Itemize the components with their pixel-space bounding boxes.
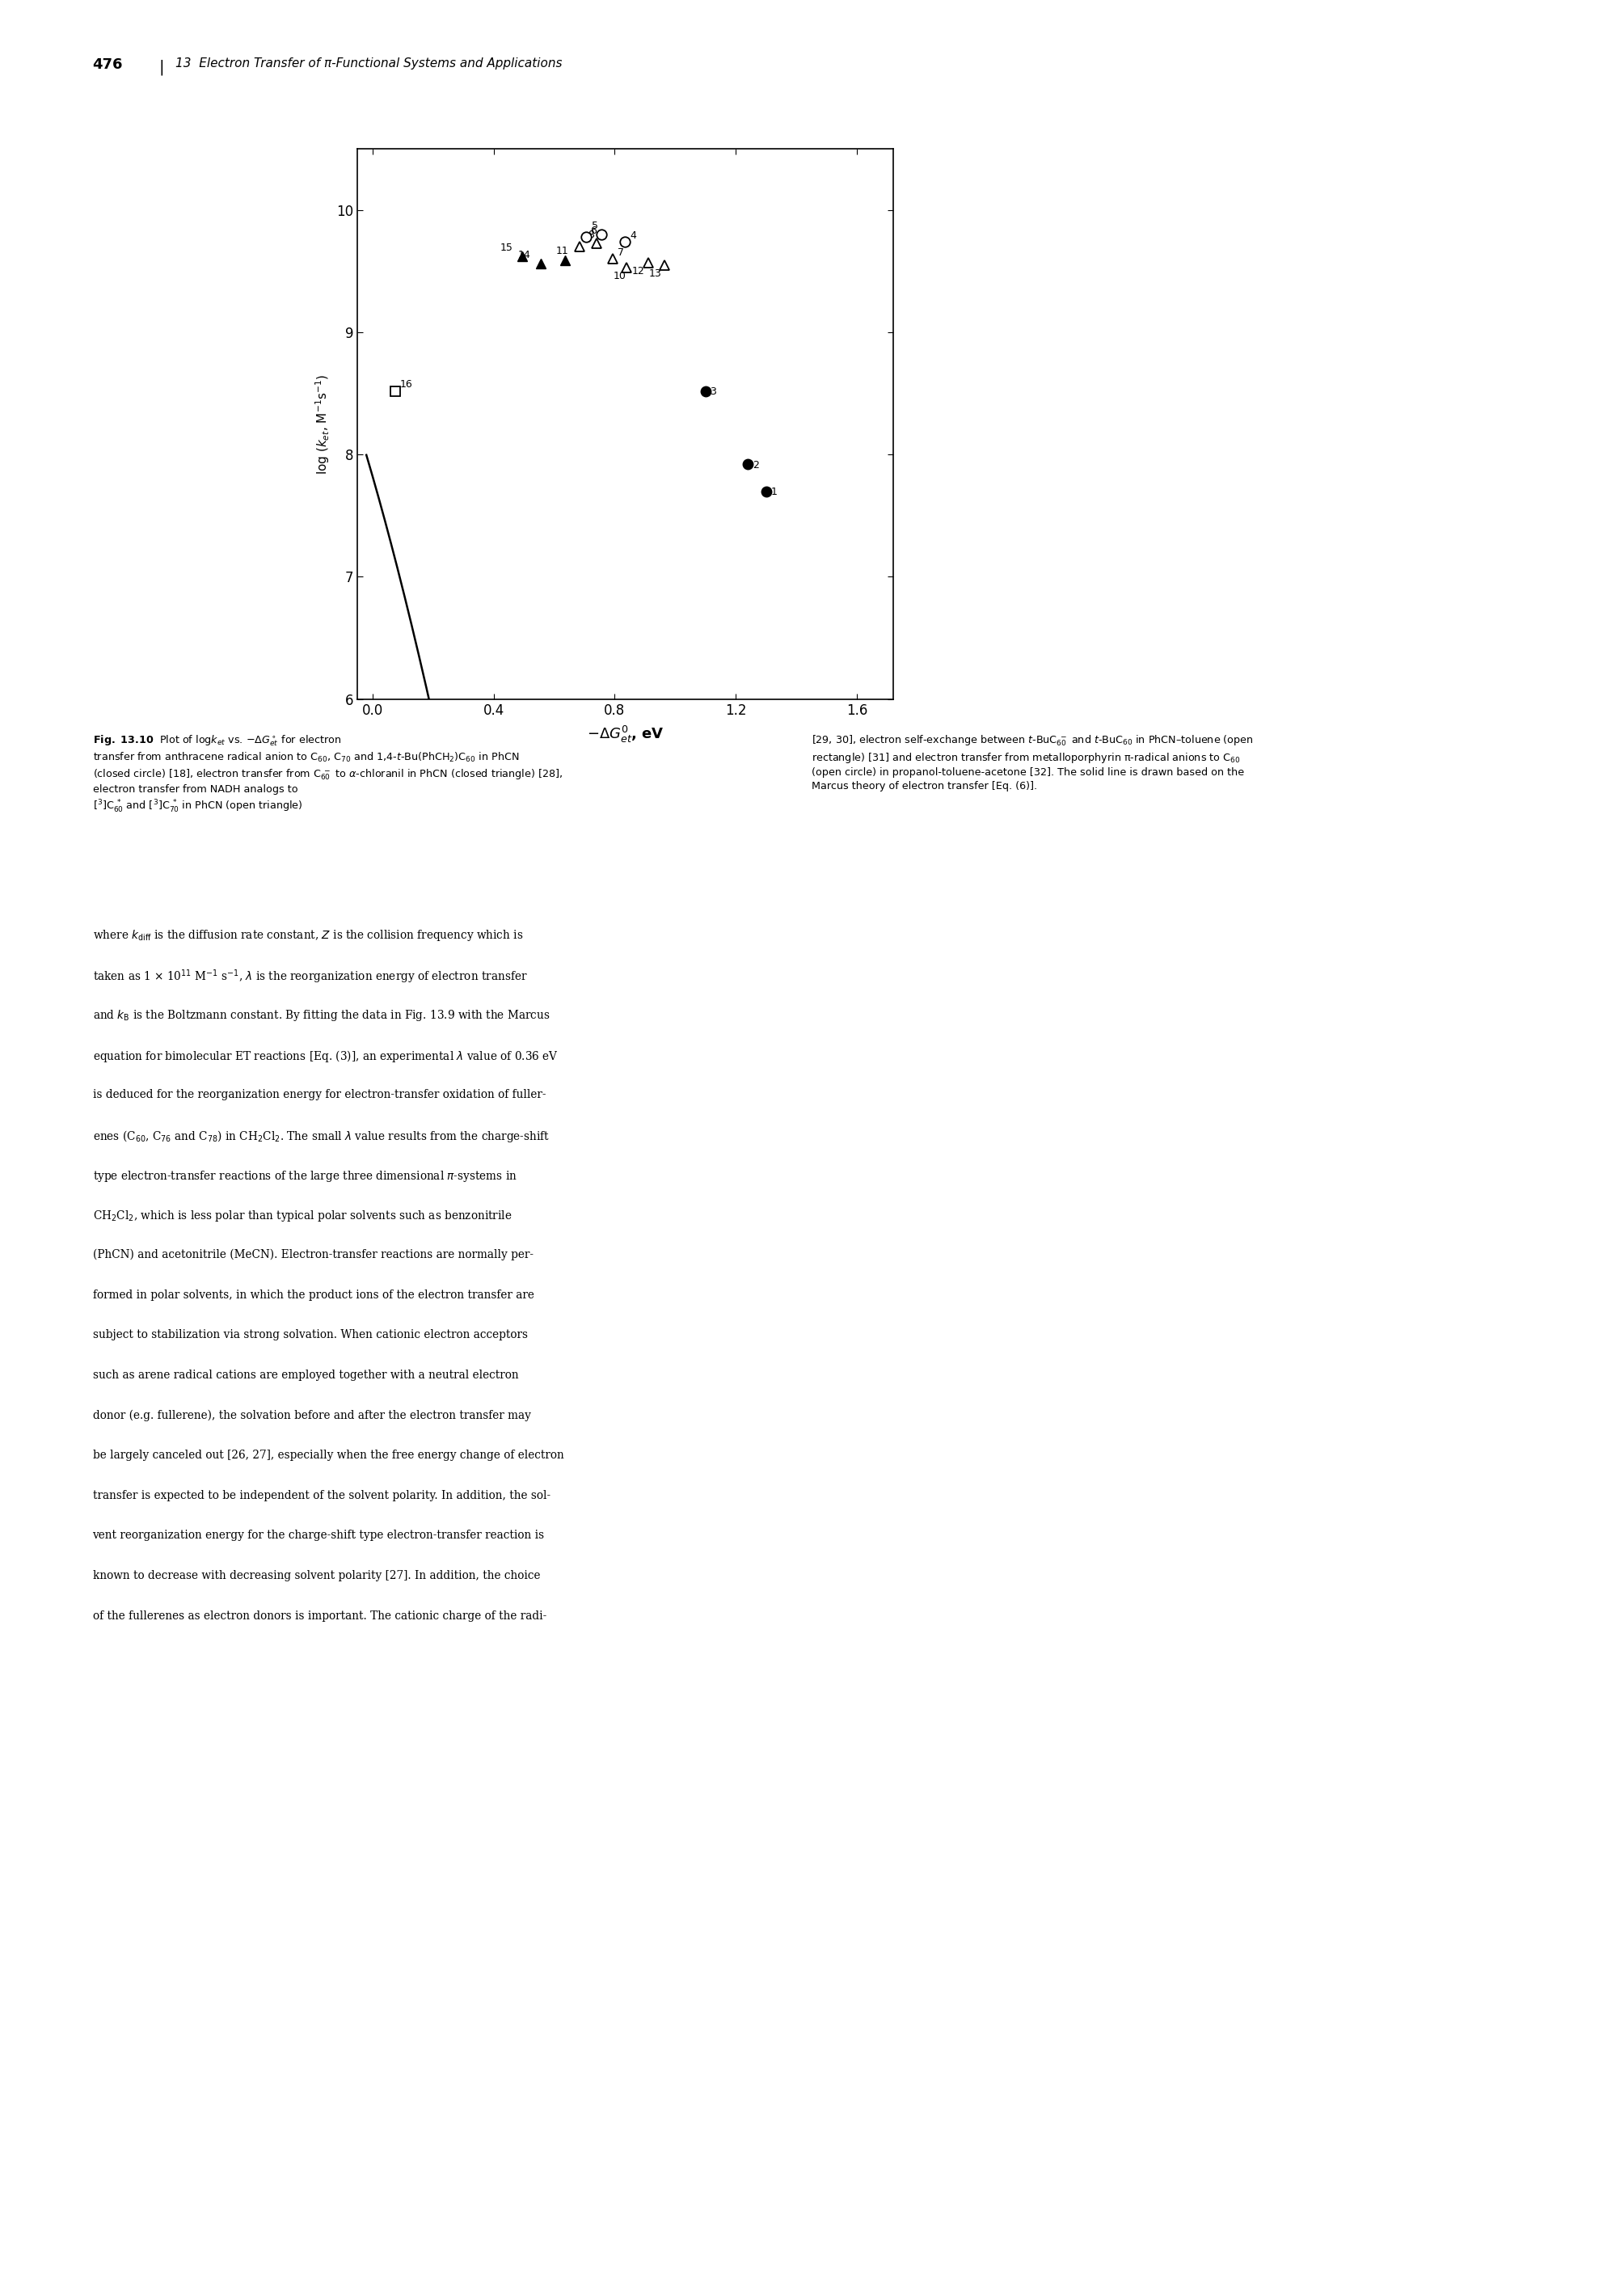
- Text: formed in polar solvents, in which the product ions of the electron transfer are: formed in polar solvents, in which the p…: [93, 1288, 534, 1300]
- Text: equation for bimolecular ET reactions [Eq. (3)], an experimental $\lambda$ value: equation for bimolecular ET reactions [E…: [93, 1050, 559, 1063]
- Text: 4: 4: [630, 231, 637, 241]
- Text: 5: 5: [593, 220, 599, 231]
- Text: 13  Electron Transfer of π-Functional Systems and Applications: 13 Electron Transfer of π-Functional Sys…: [175, 57, 562, 69]
- Text: 11: 11: [555, 245, 568, 257]
- Text: 476: 476: [93, 57, 123, 71]
- Text: (PhCN) and acetonitrile (MeCN). Electron-transfer reactions are normally per-: (PhCN) and acetonitrile (MeCN). Electron…: [93, 1249, 533, 1261]
- Text: $\mathbf{Fig.\ 13.10}$  Plot of log$k_{et}$ vs. $-\Delta G^\circ_{et}$ for elect: $\mathbf{Fig.\ 13.10}$ Plot of log$k_{et…: [93, 733, 562, 816]
- Text: enes (C$_{60}$, C$_{76}$ and C$_{78}$) in CH$_2$Cl$_2$. The small $\lambda$ valu: enes (C$_{60}$, C$_{76}$ and C$_{78}$) i…: [93, 1130, 549, 1144]
- Text: 13: 13: [650, 268, 661, 280]
- Text: donor (e.g. fullerene), the solvation before and after the electron transfer may: donor (e.g. fullerene), the solvation be…: [93, 1410, 531, 1421]
- Text: subject to stabilization via strong solvation. When cationic electron acceptors: subject to stabilization via strong solv…: [93, 1329, 528, 1341]
- Text: known to decrease with decreasing solvent polarity [27]. In addition, the choice: known to decrease with decreasing solven…: [93, 1570, 541, 1581]
- Text: transfer is expected to be independent of the solvent polarity. In addition, the: transfer is expected to be independent o…: [93, 1490, 551, 1501]
- Text: where $k_\mathrm{diff}$ is the diffusion rate constant, $Z$ is the collision fre: where $k_\mathrm{diff}$ is the diffusion…: [93, 928, 523, 942]
- Text: be largely canceled out [26, 27], especially when the free energy change of elec: be largely canceled out [26, 27], especi…: [93, 1451, 564, 1460]
- Text: 1: 1: [770, 486, 776, 497]
- Text: 15: 15: [500, 243, 513, 254]
- Text: and $k_\mathrm{B}$ is the Boltzmann constant. By fitting the data in Fig. 13.9 w: and $k_\mathrm{B}$ is the Boltzmann cons…: [93, 1008, 549, 1022]
- Text: of the fullerenes as electron donors is important. The cationic charge of the ra: of the fullerenes as electron donors is …: [93, 1611, 546, 1620]
- Text: type electron-transfer reactions of the large three dimensional $\pi$-systems in: type electron-transfer reactions of the …: [93, 1169, 516, 1183]
- Text: CH$_2$Cl$_2$, which is less polar than typical polar solvents such as benzonitri: CH$_2$Cl$_2$, which is less polar than t…: [93, 1210, 512, 1224]
- Text: [29, 30], electron self-exchange between $t$-BuC$_{60}^{\ -}$ and $t$-BuC$_{60}$: [29, 30], electron self-exchange between…: [812, 733, 1254, 791]
- Text: |: |: [159, 60, 164, 76]
- Text: 7: 7: [617, 248, 624, 259]
- Text: 8: 8: [588, 229, 594, 241]
- Text: 16: 16: [400, 380, 412, 390]
- Text: 6: 6: [591, 225, 596, 236]
- Y-axis label: log ($k_{et}$, M$^{-1}$s$^{-1}$): log ($k_{et}$, M$^{-1}$s$^{-1}$): [313, 374, 331, 474]
- Text: 14: 14: [518, 250, 531, 261]
- Text: vent reorganization energy for the charge-shift type electron-transfer reaction : vent reorganization energy for the charg…: [93, 1531, 544, 1540]
- Text: 2: 2: [752, 461, 758, 470]
- X-axis label: $-\Delta G^0_{et}$, eV: $-\Delta G^0_{et}$, eV: [586, 724, 664, 745]
- Text: 3: 3: [710, 387, 716, 397]
- Text: 12: 12: [632, 266, 645, 277]
- Text: such as arene radical cations are employed together with a neutral electron: such as arene radical cations are employ…: [93, 1371, 518, 1380]
- Text: is deduced for the reorganization energy for electron-transfer oxidation of full: is deduced for the reorganization energy…: [93, 1089, 546, 1100]
- Text: taken as 1 $\times$ 10$^{11}$ M$^{-1}$ s$^{-1}$, $\lambda$ is the reorganization: taken as 1 $\times$ 10$^{11}$ M$^{-1}$ s…: [93, 967, 528, 986]
- Text: 9: 9: [585, 234, 591, 245]
- Text: 10: 10: [614, 270, 627, 282]
